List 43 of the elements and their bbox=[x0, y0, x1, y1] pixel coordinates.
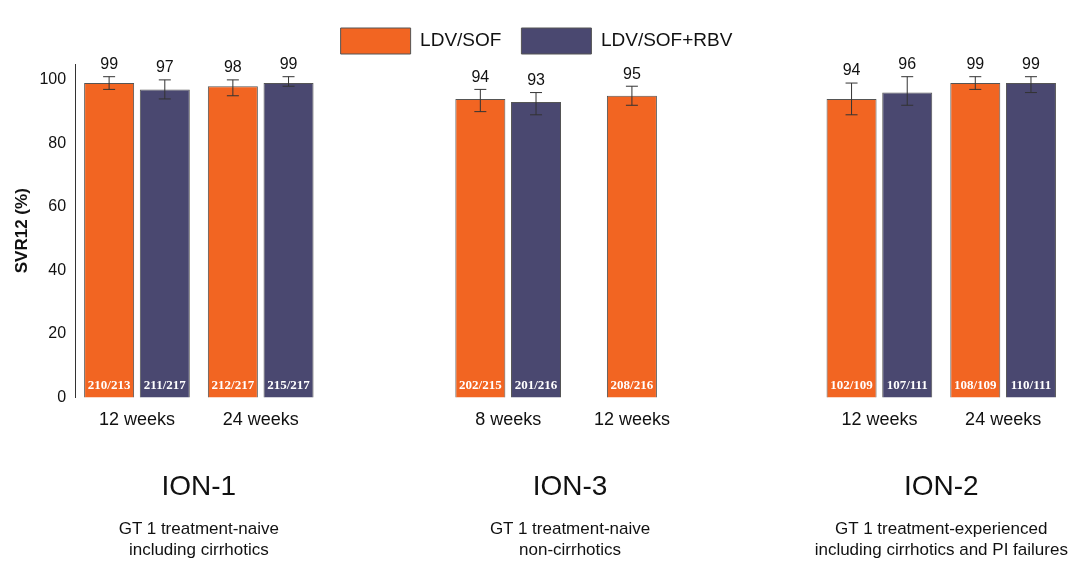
data-label: 93 bbox=[527, 70, 546, 88]
annotation: 211/217 bbox=[143, 377, 187, 393]
data-label: 98 bbox=[223, 58, 242, 76]
x-tick-label: 24 weeks bbox=[222, 409, 299, 430]
legend-label: LDV/SOF bbox=[420, 29, 502, 51]
annotation: 210/213 bbox=[87, 377, 131, 393]
text: GT 1 treatment-experienced including cirrhotics and PI failures bbox=[814, 519, 1068, 560]
data-label: 94 bbox=[842, 61, 861, 79]
x-tick-label: 12 weeks bbox=[98, 409, 175, 430]
y-tick-label: 0 bbox=[57, 387, 67, 405]
annotation: 107/111 bbox=[886, 377, 928, 393]
text: GT 1 treatment-naive including cirrhotics bbox=[118, 519, 279, 560]
legend-label: LDV/SOF+RBV bbox=[600, 29, 733, 51]
x-tick-label: 8 weeks bbox=[475, 409, 542, 430]
data-label: 99 bbox=[279, 55, 298, 73]
text: ION-1 bbox=[161, 469, 237, 501]
y-tick-label: 60 bbox=[48, 197, 67, 215]
data-label: 97 bbox=[155, 58, 174, 76]
data-label: 96 bbox=[898, 55, 917, 73]
x-tick-label: 12 weeks bbox=[841, 409, 918, 430]
data-label: 99 bbox=[1022, 55, 1040, 73]
y-tick-label: 100 bbox=[39, 70, 67, 88]
data-label: 95 bbox=[623, 64, 641, 82]
data-label: 99 bbox=[966, 55, 985, 73]
data-label: 99 bbox=[100, 55, 119, 73]
y-tick-label: 20 bbox=[48, 324, 67, 342]
x-tick-label: 24 weeks bbox=[965, 409, 1042, 430]
annotation: 201/216 bbox=[514, 377, 558, 393]
data-label: 94 bbox=[471, 67, 490, 85]
text: GT 1 treatment-naive non-cirrhotics bbox=[489, 519, 651, 560]
annotation: 208/216 bbox=[610, 377, 654, 393]
annotation: 110/111 bbox=[1010, 377, 1052, 393]
x-tick-label: 12 weeks bbox=[593, 409, 670, 430]
annotation: 102/109 bbox=[830, 377, 874, 393]
y-tick-label: 40 bbox=[48, 260, 67, 278]
text: ION-2 bbox=[903, 469, 979, 501]
annotation: 202/215 bbox=[459, 377, 503, 393]
annotation: 212/217 bbox=[211, 377, 255, 393]
y-axis-title: SVR12 (%) bbox=[11, 188, 31, 274]
text: ION-3 bbox=[532, 469, 608, 501]
annotation: 215/217 bbox=[267, 377, 311, 393]
annotation: 108/109 bbox=[953, 377, 998, 393]
y-tick-label: 80 bbox=[48, 133, 67, 151]
